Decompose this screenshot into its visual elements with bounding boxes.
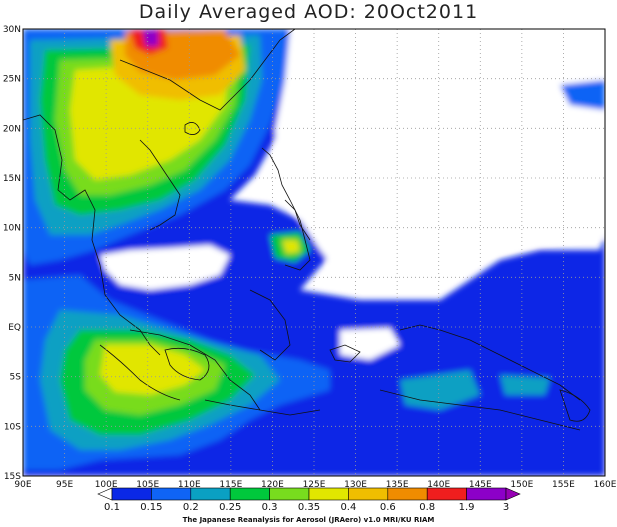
colorbar-level-label: 1.9 <box>459 502 475 513</box>
colorbar-swatch <box>426 487 467 501</box>
colorbar-over-triangle <box>505 487 521 501</box>
lon-tick-label: 125E <box>303 480 326 490</box>
aod-field <box>23 29 605 476</box>
colorbar-level-label: 0.8 <box>419 502 435 513</box>
colorbar-level-label: 0.15 <box>140 502 162 513</box>
lon-tick-label: 95E <box>56 480 73 490</box>
colorbar: 0.1 0.15 0.2 0.25 0.3 0.35 0.4 0.6 0.8 1.9 3 <box>97 487 521 513</box>
lon-tick-label: 135E <box>386 480 409 490</box>
colorbar-level-label: 3 <box>503 502 509 513</box>
lon-tick-label: 145E <box>469 480 492 490</box>
lon-tick-label: 150E <box>510 480 533 490</box>
lat-tick-label: 20N <box>3 124 21 134</box>
lat-tick-labels: 30N 25N 20N 15N 10N 5N EQ 5S 10S 15S <box>3 25 21 482</box>
colorbar-level-label: 0.4 <box>340 502 356 513</box>
lon-tick-label: 110E <box>178 480 201 490</box>
lon-tick-label: 120E <box>261 480 284 490</box>
lon-tick-label: 100E <box>95 480 118 490</box>
colorbar-swatch <box>308 487 349 501</box>
map-frame <box>22 28 606 477</box>
gridlines <box>23 29 605 476</box>
lat-tick-label: 10N <box>3 224 21 234</box>
lat-tick-label: 15S <box>4 472 21 482</box>
colorbar-level-label: 0.1 <box>104 502 120 513</box>
lon-tick-label: 155E <box>552 480 575 490</box>
lat-tick-label: 5S <box>10 373 22 383</box>
colorbar-swatch <box>466 487 507 501</box>
colorbar-swatch <box>387 487 428 501</box>
colorbar-level-label: 0.2 <box>183 502 199 513</box>
lon-tick-label: 140E <box>427 480 450 490</box>
lon-tick-label: 130E <box>344 480 367 490</box>
lon-tick-label: 115E <box>219 480 242 490</box>
colorbar-level-label: 0.35 <box>298 502 320 513</box>
lat-tick-label: 25N <box>3 75 21 85</box>
colorbar-swatch <box>111 487 152 501</box>
lat-tick-label: 30N <box>3 25 21 35</box>
colorbar-swatch <box>190 487 231 501</box>
lat-tick-label: 10S <box>4 422 21 432</box>
lon-tick-labels: 90E 95E 100E 105E 110E 115E 120E 125E 130E 135E 14… <box>14 480 616 490</box>
coastlines <box>23 29 591 431</box>
colorbar-level-label: 0.6 <box>380 502 396 513</box>
lon-tick-label: 105E <box>136 480 159 490</box>
lon-tick-label: 90E <box>14 480 31 490</box>
colorbar-level-label: 0.3 <box>262 502 278 513</box>
colorbar-level-label: 0.25 <box>219 502 241 513</box>
lat-tick-label: 5N <box>9 273 21 283</box>
colorbar-swatch <box>348 487 389 501</box>
colorbar-swatch <box>269 487 310 501</box>
lon-tick-label: 160E <box>594 480 617 490</box>
lat-tick-label: 15N <box>3 174 21 184</box>
colorbar-swatch <box>151 487 192 501</box>
colorbar-swatch <box>229 487 270 501</box>
lat-tick-label: EQ <box>8 323 21 333</box>
map-title: Daily Averaged AOD: 20Oct2011 <box>138 1 479 23</box>
credit-text: The Japanese Reanalysis for Aerosol (JRA… <box>182 516 435 524</box>
